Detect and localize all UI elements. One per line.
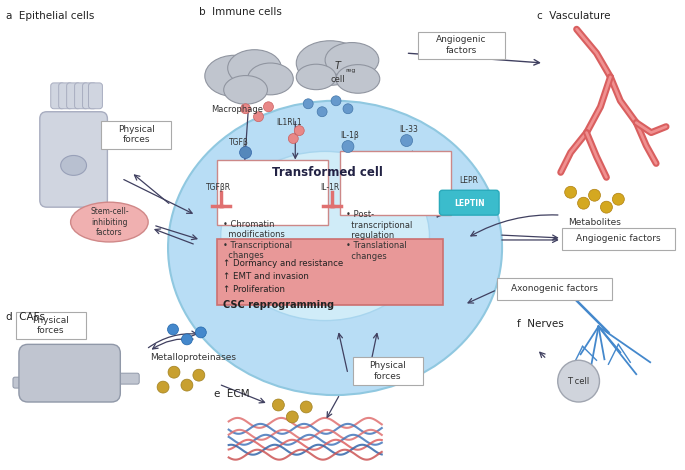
FancyBboxPatch shape xyxy=(216,160,328,225)
Ellipse shape xyxy=(224,76,267,104)
FancyBboxPatch shape xyxy=(51,83,64,109)
Text: IL-1β: IL-1β xyxy=(340,131,360,140)
Circle shape xyxy=(601,201,612,213)
Text: Metalloproteinases: Metalloproteinases xyxy=(150,353,236,362)
Circle shape xyxy=(288,133,298,143)
Circle shape xyxy=(195,327,206,338)
Text: LEPTIN: LEPTIN xyxy=(454,199,484,208)
Text: ↑ EMT and invasion: ↑ EMT and invasion xyxy=(223,272,308,281)
Circle shape xyxy=(157,381,169,393)
FancyBboxPatch shape xyxy=(38,357,73,367)
Circle shape xyxy=(182,334,192,345)
Text: • Post-
  transcriptional
  regulation
• Translational
  changes: • Post- transcriptional regulation • Tra… xyxy=(346,210,412,261)
Circle shape xyxy=(588,189,601,201)
Text: Physical
forces: Physical forces xyxy=(369,361,406,381)
FancyBboxPatch shape xyxy=(16,312,86,339)
Circle shape xyxy=(303,99,313,109)
Text: Angiogenic factors: Angiogenic factors xyxy=(576,235,660,243)
Circle shape xyxy=(564,186,577,198)
Text: IL-1R: IL-1R xyxy=(321,183,340,192)
Circle shape xyxy=(240,147,251,158)
Circle shape xyxy=(577,197,590,209)
Text: f  Nerves: f Nerves xyxy=(517,320,564,329)
FancyBboxPatch shape xyxy=(13,377,35,388)
FancyBboxPatch shape xyxy=(83,83,97,109)
Circle shape xyxy=(612,193,624,205)
Circle shape xyxy=(300,401,312,413)
Circle shape xyxy=(401,134,412,147)
Ellipse shape xyxy=(297,41,364,85)
Text: Physical
forces: Physical forces xyxy=(32,316,69,335)
FancyBboxPatch shape xyxy=(113,373,139,384)
Text: e  ECM: e ECM xyxy=(214,389,249,399)
Text: Metabolites: Metabolites xyxy=(568,218,621,227)
FancyBboxPatch shape xyxy=(216,239,443,305)
Text: cell: cell xyxy=(331,75,345,85)
Circle shape xyxy=(286,411,298,423)
Text: reg: reg xyxy=(345,69,356,73)
Ellipse shape xyxy=(297,64,336,90)
Text: T cell: T cell xyxy=(567,376,590,385)
Text: b  Immune cells: b Immune cells xyxy=(199,8,282,17)
Text: Transformed cell: Transformed cell xyxy=(272,166,382,179)
Text: a  Epithelial cells: a Epithelial cells xyxy=(6,11,95,21)
Ellipse shape xyxy=(325,43,379,78)
Circle shape xyxy=(264,102,273,112)
Ellipse shape xyxy=(247,63,293,95)
Text: CSC reprogramming: CSC reprogramming xyxy=(223,299,334,310)
Text: IL1RL1: IL1RL1 xyxy=(277,118,302,127)
FancyBboxPatch shape xyxy=(418,32,505,59)
Ellipse shape xyxy=(221,151,429,321)
Text: T: T xyxy=(335,61,341,71)
Circle shape xyxy=(168,366,180,378)
Text: TGFβ: TGFβ xyxy=(229,138,249,147)
FancyBboxPatch shape xyxy=(88,83,103,109)
Ellipse shape xyxy=(336,64,379,93)
FancyBboxPatch shape xyxy=(439,190,499,215)
FancyBboxPatch shape xyxy=(66,83,81,109)
FancyBboxPatch shape xyxy=(59,83,73,109)
FancyBboxPatch shape xyxy=(19,345,121,402)
FancyBboxPatch shape xyxy=(562,228,675,250)
Circle shape xyxy=(331,96,341,106)
Circle shape xyxy=(295,125,304,135)
Circle shape xyxy=(253,112,264,122)
Circle shape xyxy=(342,141,354,152)
FancyBboxPatch shape xyxy=(353,357,423,385)
Circle shape xyxy=(317,107,327,117)
FancyBboxPatch shape xyxy=(497,278,612,299)
Circle shape xyxy=(181,379,193,391)
FancyBboxPatch shape xyxy=(101,121,171,149)
Ellipse shape xyxy=(205,55,264,97)
Text: Stem-cell-
inhibiting
factors: Stem-cell- inhibiting factors xyxy=(90,207,129,237)
Text: Physical
forces: Physical forces xyxy=(118,125,155,144)
Ellipse shape xyxy=(71,202,148,242)
Ellipse shape xyxy=(61,156,86,175)
Text: Macrophage: Macrophage xyxy=(210,105,262,114)
Circle shape xyxy=(558,360,599,402)
Text: • Chromatin
  modifications
• Transcriptional
  changes: • Chromatin modifications • Transcriptio… xyxy=(223,220,292,260)
Text: Axonogenic factors: Axonogenic factors xyxy=(511,284,598,293)
Text: c  Vasculature: c Vasculature xyxy=(537,11,610,21)
Ellipse shape xyxy=(227,50,282,86)
FancyBboxPatch shape xyxy=(75,83,88,109)
Circle shape xyxy=(240,104,251,114)
Circle shape xyxy=(193,369,205,381)
Ellipse shape xyxy=(168,101,502,395)
Circle shape xyxy=(343,104,353,114)
Text: ↑ Dormancy and resistance: ↑ Dormancy and resistance xyxy=(223,259,343,268)
Text: IL-33: IL-33 xyxy=(399,125,418,134)
FancyBboxPatch shape xyxy=(86,357,117,367)
Text: TGFβR: TGFβR xyxy=(206,183,232,192)
Text: LEPR: LEPR xyxy=(460,176,479,185)
FancyBboxPatch shape xyxy=(340,150,451,215)
Circle shape xyxy=(168,324,179,335)
FancyBboxPatch shape xyxy=(40,112,108,207)
Text: d  CAFs: d CAFs xyxy=(6,312,45,321)
Text: Angiogenic
factors: Angiogenic factors xyxy=(436,35,486,55)
Circle shape xyxy=(273,399,284,411)
Text: ↑ Proliferation: ↑ Proliferation xyxy=(223,285,285,294)
